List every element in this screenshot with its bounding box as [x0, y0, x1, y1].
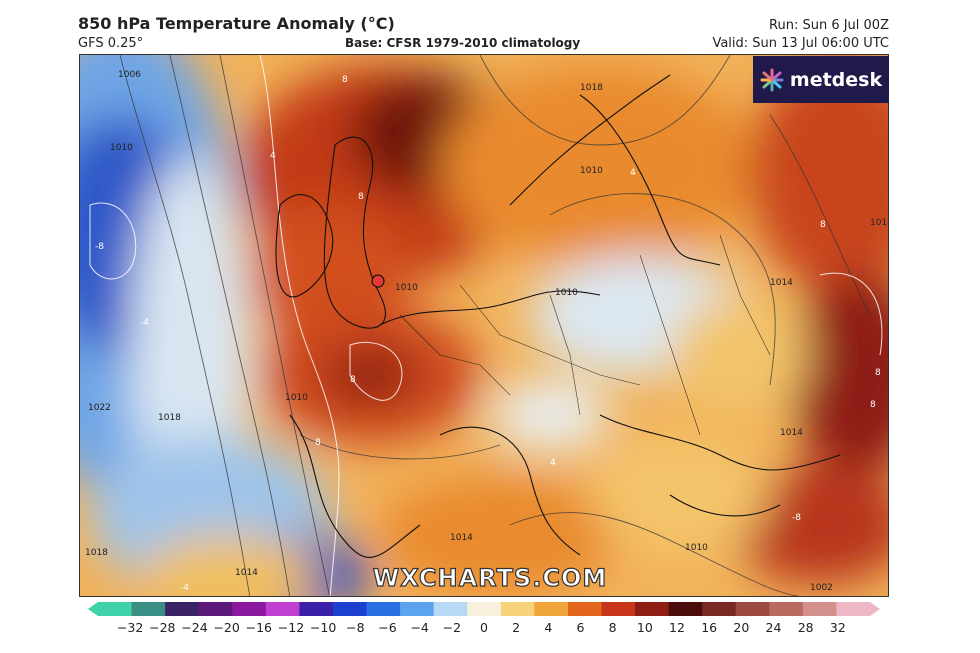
isobar-lines	[119, 55, 871, 596]
isobar-label: 1014	[780, 428, 803, 438]
colorbar-segment	[400, 602, 435, 616]
colorbar-tick-label: −20	[213, 620, 240, 635]
colorbar-tick-label: −10	[309, 620, 337, 635]
model-label: GFS 0.25°	[78, 36, 144, 51]
isobar-label: 1010	[285, 393, 308, 403]
anomaly-label: 4	[630, 168, 636, 178]
anomaly-labels: 8 -8 8 8 -4 4 8 -8 8 8 8 -4 4 4	[95, 75, 881, 593]
colorbar-tick-label: 32	[829, 620, 846, 635]
anomaly-label: 8	[820, 220, 826, 230]
isobar-label: 1022	[88, 403, 111, 413]
chart-title: 850 hPa Temperature Anomaly (°C)	[78, 14, 395, 33]
base-climatology-label: Base: CFSR 1979-2010 climatology	[345, 36, 581, 50]
anomaly-label: 8	[358, 192, 364, 202]
anomaly-label: 8	[875, 368, 881, 378]
anomaly-label: -8	[95, 242, 104, 252]
isobar-label: 1010	[110, 143, 133, 153]
logo-text: metdesk	[789, 68, 883, 91]
isobar-labels: 1006 1010 1010 1018 1010 1014 1018 1022 …	[85, 70, 889, 593]
starburst-icon	[760, 68, 784, 91]
coastlines	[275, 74, 841, 558]
colorbar-segment	[433, 602, 468, 616]
anomaly-label: 8	[870, 400, 876, 410]
anomaly-label: -4	[180, 583, 189, 593]
colorbar-segment	[668, 602, 703, 616]
colorbar-ticks: −32 −28 −24 −20 −16 −12 −10 −8 −6 −4 −2 0 2 4 6 8 10 12 16…	[88, 620, 880, 638]
colorbar	[88, 602, 880, 616]
colorbar-segment	[299, 602, 334, 616]
colorbar-tick-label: −4	[410, 620, 429, 635]
colorbar-segment	[802, 602, 837, 616]
colorbar-segment	[467, 602, 502, 616]
colorbar-tick-label: 10	[636, 620, 653, 635]
watermark-text: WXCHARTS.COM	[372, 563, 608, 592]
country-borders	[399, 234, 771, 436]
colorbar-tick-label: 6	[576, 620, 585, 635]
colorbar-segment	[836, 602, 871, 616]
colorbar-segment	[165, 602, 200, 616]
colorbar-tick-label: 24	[765, 620, 782, 635]
anomaly-label: 8	[350, 375, 356, 385]
colorbar-tick-label: −16	[245, 620, 273, 635]
colorbar-segment	[567, 602, 602, 616]
colorbar-segment	[198, 602, 233, 616]
isobar-label: 1010	[685, 543, 708, 553]
map-canvas: 1006 1010 1010 1018 1010 1014 1018 1022 …	[80, 55, 889, 596]
colorbar-tick-label: −32	[116, 620, 144, 635]
colorbar-tick-label: 0	[480, 620, 488, 635]
colorbar-tick-label: 8	[608, 620, 617, 635]
colorbar-tick-label: 28	[797, 620, 814, 635]
metdesk-logo[interactable]: metdesk	[753, 56, 889, 103]
colorbar-tick-label: 2	[512, 620, 521, 635]
colorbar-tick-label: −6	[378, 620, 397, 635]
colorbar-segment	[601, 602, 636, 616]
isobar-label: 1014	[235, 568, 258, 578]
isobar-label: 1006	[118, 70, 141, 80]
anomaly-label: 8	[342, 75, 348, 85]
colorbar-tick-label: 20	[733, 620, 750, 635]
anomaly-label: -8	[792, 513, 801, 523]
isobar-label: 1018	[580, 83, 603, 93]
isobar-label: 1014	[770, 278, 793, 288]
colorbar-segment	[769, 602, 804, 616]
colorbar-tick-label: −2	[442, 620, 462, 635]
isobar-label: 1018	[85, 548, 108, 558]
colorbar-segment	[98, 602, 133, 616]
valid-time-label: Valid: Sun 13 Jul 06:00 UTC	[712, 36, 889, 51]
colorbar-left-arrow	[88, 602, 98, 616]
colorbar-tick-label: −28	[149, 620, 176, 635]
colorbar-tick-label: −24	[181, 620, 208, 635]
isobar-label: 1014	[450, 533, 473, 543]
colorbar-segment	[131, 602, 166, 616]
isobar-label: 1010	[580, 166, 603, 176]
anomaly-label: 8	[315, 438, 321, 448]
anomaly-label: -4	[140, 318, 149, 328]
isobar-label: 1010	[395, 283, 418, 293]
anomaly-map[interactable]: 1006 1010 1010 1018 1010 1014 1018 1022 …	[79, 54, 889, 597]
colorbar-segment	[735, 602, 770, 616]
isobar-label: 1018	[870, 218, 889, 228]
colorbar-tick-label: 16	[701, 620, 718, 635]
colorbar-right-arrow	[870, 602, 880, 616]
run-time-label: Run: Sun 6 Jul 00Z	[769, 18, 889, 33]
colorbar-tick-label: −12	[277, 620, 305, 635]
isobar-label: 1010	[555, 288, 578, 298]
colorbar-segment	[534, 602, 569, 616]
colorbar-segment	[635, 602, 670, 616]
colorbar-segment	[702, 602, 737, 616]
colorbar-segment	[265, 602, 300, 616]
colorbar-segment	[332, 602, 368, 616]
colorbar-tick-label: 12	[669, 620, 685, 635]
colorbar-tick-label: −8	[346, 620, 365, 635]
anomaly-label: 4	[270, 151, 276, 161]
anomaly-contours	[89, 55, 883, 596]
colorbar-segment	[366, 602, 401, 616]
location-marker[interactable]	[371, 274, 385, 288]
colorbar-segment	[232, 602, 267, 616]
colorbar-tick-label: 4	[544, 620, 553, 635]
colorbar-segment	[500, 602, 535, 616]
anomaly-label: 4	[550, 458, 556, 468]
isobar-label: 1018	[158, 413, 181, 423]
isobar-label: 1002	[810, 583, 833, 593]
